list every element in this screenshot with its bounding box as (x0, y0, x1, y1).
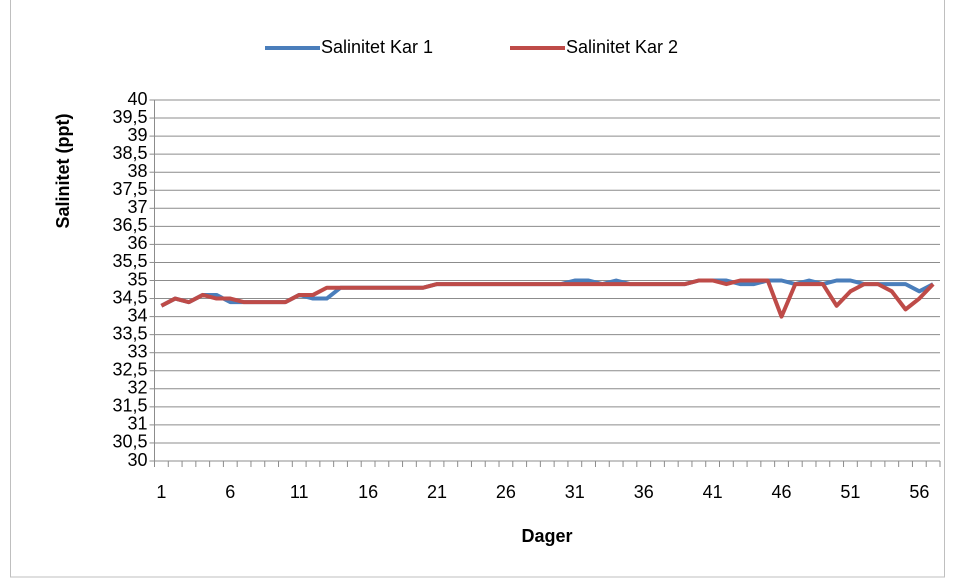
y-tick-label: 39,5 (112, 107, 147, 127)
y-tick-label: 36 (127, 233, 147, 253)
x-axis-label: Dager (521, 526, 572, 546)
legend-label: Salinitet Kar 1 (321, 37, 433, 57)
y-tick-label: 31,5 (112, 396, 147, 416)
y-tick-label: 35,5 (112, 251, 147, 271)
x-tick-label: 51 (840, 482, 860, 502)
x-tick-label: 41 (703, 482, 723, 502)
y-tick-label: 37,5 (112, 179, 147, 199)
y-tick-label: 33,5 (112, 323, 147, 343)
y-tick-label: 40 (127, 89, 147, 109)
x-tick-label: 36 (634, 482, 654, 502)
x-tick-label: 21 (427, 482, 447, 502)
x-tick-label: 1 (156, 482, 166, 502)
y-tick-label: 35 (127, 269, 147, 289)
x-tick-label: 31 (565, 482, 585, 502)
x-tick-label: 16 (358, 482, 378, 502)
y-tick-label: 31 (127, 414, 147, 434)
y-tick-label: 38 (127, 161, 147, 181)
x-tick-label: 6 (225, 482, 235, 502)
x-tick-label: 46 (772, 482, 792, 502)
y-axis-label: Salinitet (ppt) (53, 114, 73, 229)
x-tick-label: 11 (290, 482, 309, 502)
x-tick-label: 56 (909, 482, 929, 502)
y-tick-label: 37 (127, 197, 147, 217)
y-tick-label: 33 (127, 341, 147, 361)
y-tick-label: 32,5 (112, 360, 147, 380)
y-tick-label: 32 (127, 378, 147, 398)
x-tick-label: 26 (496, 482, 516, 502)
y-tick-label: 30,5 (112, 432, 147, 452)
legend-label: Salinitet Kar 2 (566, 37, 678, 57)
series-line (160, 278, 935, 319)
y-tick-label: 30 (127, 450, 147, 470)
chart-frame (10, 0, 945, 578)
y-tick-label: 36,5 (112, 215, 147, 235)
y-tick-label: 34,5 (112, 287, 147, 307)
y-tick-label: 39 (127, 125, 147, 145)
y-tick-label: 34 (127, 305, 147, 325)
y-tick-label: 38,5 (112, 143, 147, 163)
